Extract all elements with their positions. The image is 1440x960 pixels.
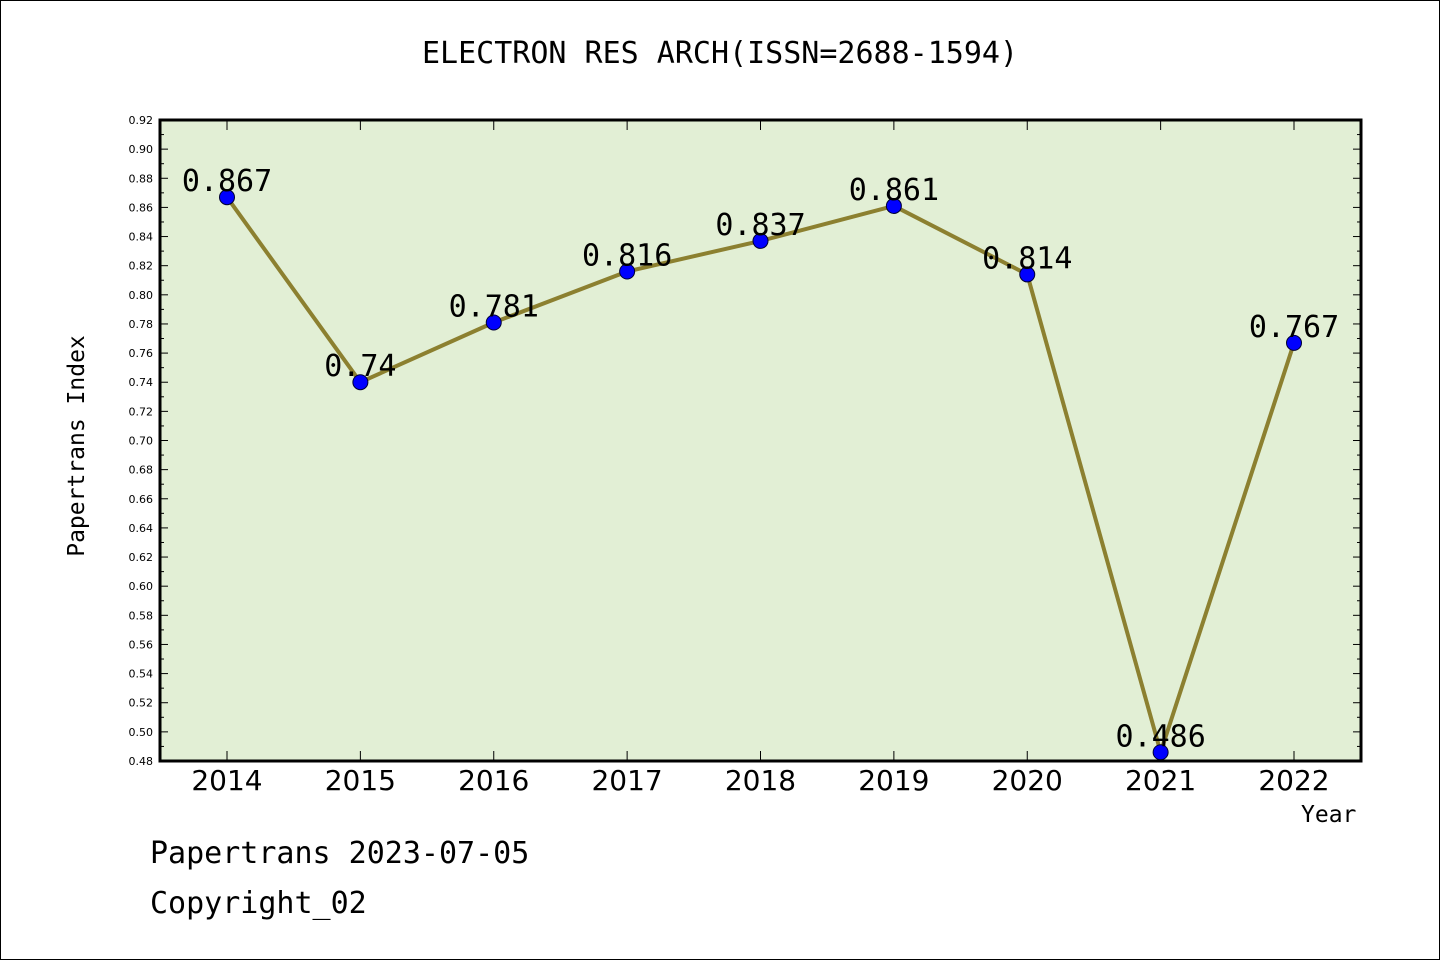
data-point (885, 197, 902, 214)
data-point (352, 374, 369, 391)
x-tick-label: 2015 (325, 764, 396, 797)
x-tick-label: 2019 (858, 764, 929, 797)
y-tick-label: 0.90 (129, 143, 154, 156)
y-tick-label: 0.60 (129, 580, 154, 593)
data-label: 0.837 (715, 208, 805, 243)
y-tick-label: 0.84 (129, 231, 154, 244)
y-tick-label: 0.88 (129, 172, 154, 185)
y-tick-label: 0.56 (129, 638, 154, 651)
y-tick-label: 0.92 (129, 114, 154, 127)
x-tick-label: 2022 (1258, 764, 1329, 797)
data-point (619, 263, 636, 280)
y-tick-label: 0.80 (129, 289, 154, 302)
data-label: 0.486 (1115, 719, 1205, 754)
data-point (219, 189, 235, 206)
y-tick-label: 0.62 (129, 551, 154, 564)
y-tick-label: 0.52 (129, 697, 154, 710)
y-tick-label: 0.50 (129, 726, 154, 739)
y-tick-label: 0.70 (129, 435, 154, 448)
x-tick-label: 2021 (1125, 764, 1196, 797)
data-label: 0.74 (324, 349, 396, 384)
chart-title: ELECTRON RES ARCH(ISSN=2688-1594) (421, 36, 1019, 71)
x-axis-label: Year (1301, 802, 1357, 828)
data-label: 0.816 (582, 239, 672, 274)
y-tick-label: 0.54 (129, 668, 154, 681)
plot-border (158, 118, 1363, 763)
data-point (752, 232, 769, 249)
data-label: 0.867 (182, 164, 272, 199)
x-tick-label: 2018 (725, 764, 796, 797)
y-tick-label: 0.86 (129, 201, 154, 214)
y-tick-label: 0.76 (129, 347, 154, 360)
data-label: 0.767 (1249, 310, 1339, 345)
data-label: 0.814 (982, 241, 1072, 276)
y-tick-label: 0.58 (129, 609, 154, 622)
y-tick-label: 0.64 (129, 522, 154, 535)
plot-area (160, 120, 1361, 761)
y-tick-label: 0.72 (129, 405, 154, 418)
y-tick-label: 0.74 (129, 376, 154, 389)
footer-copyright: Copyright_02 (150, 886, 367, 921)
data-point (485, 314, 502, 331)
data-point (1286, 334, 1302, 351)
y-tick-label: 0.48 (129, 755, 154, 768)
x-tick-label: 2020 (992, 764, 1063, 797)
data-label: 0.861 (849, 173, 939, 208)
y-tick-label: 0.68 (129, 464, 154, 477)
footer-source: Papertrans 2023-07-05 (150, 836, 530, 871)
x-tick-label: 2014 (191, 764, 262, 797)
x-tick-label: 2016 (458, 764, 529, 797)
y-tick-label: 0.82 (129, 260, 154, 273)
y-tick-label: 0.78 (129, 318, 154, 331)
x-tick-label: 2017 (591, 764, 662, 797)
data-point (1019, 266, 1036, 283)
data-label: 0.781 (449, 289, 539, 324)
y-tick-label: 0.66 (129, 493, 154, 506)
